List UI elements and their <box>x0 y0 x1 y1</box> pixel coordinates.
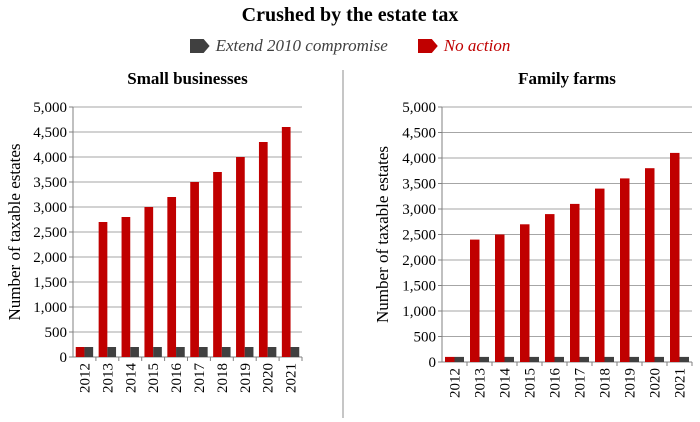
x-tick-label: 2015 <box>146 363 162 393</box>
x-tick-label: 2021 <box>673 368 689 398</box>
legend-swatch-extend <box>189 39 210 53</box>
y-tick-label: 5,000 <box>33 100 67 116</box>
bar-extend-2010 <box>153 347 162 357</box>
bar-no-action <box>645 168 655 362</box>
bar-extend-2010 <box>107 347 117 357</box>
x-tick-label: 2021 <box>284 363 300 393</box>
chart-title: Crushed by the estate tax <box>241 4 459 26</box>
y-tick-label: 3,000 <box>33 200 67 216</box>
y-tick-label: 1,000 <box>402 304 436 320</box>
y-tick-label: 3,500 <box>402 177 436 193</box>
bar-extend-2010 <box>454 356 464 362</box>
x-tick-label: 2014 <box>498 368 514 399</box>
bar-no-action <box>213 172 222 357</box>
bar-extend-2010 <box>579 356 589 362</box>
bar-no-action <box>98 222 108 357</box>
bar-extend-2010 <box>679 356 689 362</box>
bar-no-action <box>445 356 455 362</box>
y-tick-label: 2,500 <box>402 228 436 244</box>
bar-no-action <box>495 234 505 362</box>
bar-extend-2010 <box>554 356 564 362</box>
y-axis-label: Number of taxable estates <box>5 143 24 320</box>
x-tick-label: 2016 <box>548 368 564 399</box>
y-axis-label: Number of taxable estates <box>373 146 392 323</box>
bar-extend-2010 <box>84 347 94 357</box>
panel-small-businesses: Small businesses Number of taxable estate… <box>5 69 303 394</box>
bar-no-action <box>281 127 291 357</box>
y-tick-label: 4,000 <box>33 150 67 166</box>
bar-no-action <box>620 178 630 362</box>
bar-extend-2010 <box>130 347 139 357</box>
bar-extend-2010 <box>244 347 254 357</box>
bar-extend-2010 <box>267 347 277 357</box>
x-tick-label: 2012 <box>77 363 93 393</box>
x-tick-label: 2016 <box>169 363 185 394</box>
y-tick-label: 1,000 <box>33 300 67 316</box>
x-tick-label: 2018 <box>598 368 614 398</box>
bar-extend-2010 <box>221 347 231 357</box>
x-tick-label: 2020 <box>261 363 277 393</box>
bar-extend-2010 <box>604 356 614 362</box>
y-tick-label: 2,500 <box>33 225 67 241</box>
bar-extend-2010 <box>290 347 300 357</box>
x-tick-label: 2020 <box>648 368 664 398</box>
bar-extend-2010 <box>654 356 664 362</box>
y-tick-label: 0 <box>429 355 437 371</box>
bar-no-action <box>144 207 154 357</box>
y-tick-label: 2,000 <box>402 253 436 269</box>
bar-no-action <box>545 214 555 362</box>
x-tick-label: 2017 <box>573 368 589 399</box>
x-tick-label: 2019 <box>623 368 639 398</box>
panel-title: Small businesses <box>127 69 248 88</box>
legend-label-extend: Extend 2010 compromise <box>215 36 388 55</box>
bar-extend-2010 <box>629 356 639 362</box>
bar-no-action <box>190 182 199 357</box>
x-tick-label: 2017 <box>192 363 208 394</box>
x-tick-label: 2018 <box>215 363 231 393</box>
bar-no-action <box>236 157 245 357</box>
y-tick-label: 2,000 <box>33 250 67 266</box>
legend-item-extend: Extend 2010 compromise <box>189 36 388 56</box>
bar-no-action <box>167 197 177 357</box>
bar-no-action <box>520 224 530 362</box>
legend-swatch-no-action <box>417 39 438 53</box>
legend-item-no-action: No action <box>417 36 511 56</box>
bar-no-action <box>470 239 480 362</box>
y-tick-label: 3,000 <box>402 202 436 218</box>
bar-no-action <box>570 203 580 362</box>
bar-no-action <box>258 142 268 357</box>
x-tick-label: 2013 <box>100 363 116 393</box>
bar-extend-2010 <box>176 347 185 357</box>
x-tick-label: 2019 <box>238 363 254 393</box>
x-tick-label: 2015 <box>523 368 539 398</box>
y-tick-label: 4,500 <box>402 126 436 142</box>
bar-extend-2010 <box>479 356 489 362</box>
y-tick-label: 5,000 <box>402 100 436 116</box>
y-tick-label: 500 <box>45 325 68 341</box>
y-tick-label: 0 <box>60 350 68 366</box>
bar-no-action <box>75 347 85 357</box>
legend: Extend 2010 compromise No action <box>0 36 700 56</box>
bar-extend-2010 <box>504 356 514 362</box>
x-tick-label: 2013 <box>473 368 489 398</box>
x-tick-label: 2014 <box>123 363 139 394</box>
y-tick-label: 1,500 <box>402 279 436 295</box>
bar-extend-2010 <box>198 347 208 357</box>
y-tick-label: 1,500 <box>33 275 67 291</box>
bar-no-action <box>595 188 605 362</box>
y-tick-label: 4,500 <box>33 125 67 141</box>
y-tick-label: 3,500 <box>33 175 67 191</box>
y-tick-label: 500 <box>414 330 437 346</box>
bar-no-action <box>121 217 131 357</box>
panel-title: Family farms <box>518 69 616 88</box>
bar-extend-2010 <box>529 356 539 362</box>
bar-no-action <box>670 152 680 362</box>
legend-label-no-action: No action <box>443 36 511 55</box>
y-tick-label: 4,000 <box>402 151 436 167</box>
x-tick-label: 2012 <box>448 368 464 398</box>
panel-family-farms: Family farms Number of taxable estates 0 50… <box>373 69 693 399</box>
